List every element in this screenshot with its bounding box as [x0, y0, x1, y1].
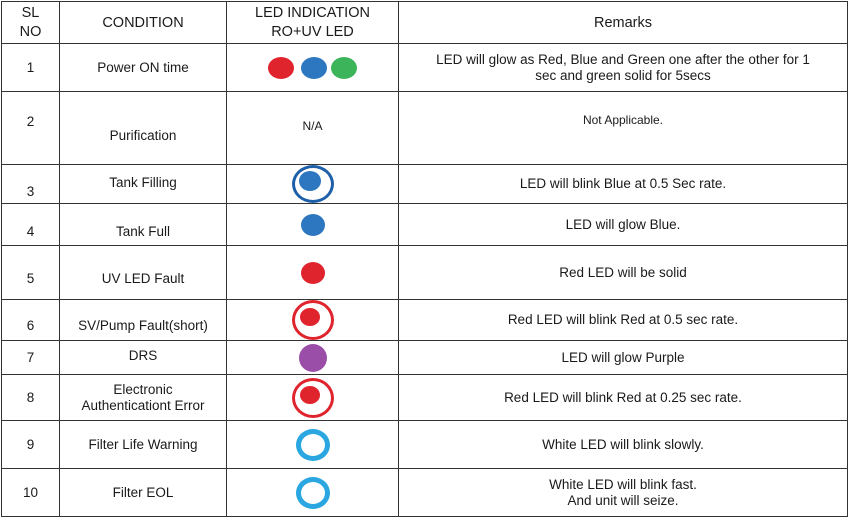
table-row: 8 Electronic Authenticationt Error Red L…: [1, 374, 848, 421]
remarks-cell: Red LED will blink Red at 0.25 sec rate.: [398, 374, 848, 421]
led-cell: [226, 43, 399, 92]
red-dot-icon: [268, 56, 294, 79]
remarks-cell: LED will glow Blue.: [398, 203, 848, 246]
condition-cell: Tank Filling: [59, 164, 227, 204]
table-row: 5 UV LED Fault Red LED will be solid: [1, 245, 848, 300]
condition-cell: Tank Full: [59, 203, 227, 246]
condition-cell: Electronic Authenticationt Error: [59, 374, 227, 421]
sl-cell: 3: [1, 164, 60, 204]
red-ring-blink-icon: [291, 377, 334, 418]
sl-cell: 2: [1, 91, 60, 165]
remarks-cell: Not Applicable.: [398, 91, 848, 165]
green-dot-icon: [331, 56, 357, 79]
table-row: 9 Filter Life Warning White LED will bli…: [1, 420, 848, 469]
led-cell: [226, 374, 399, 421]
remarks-cell: White LED will blink slowly.: [398, 420, 848, 469]
sl-cell: 1: [1, 43, 60, 92]
remarks-cell: LED will glow Purple: [398, 340, 848, 375]
table-row: 7 DRS LED will glow Purple: [1, 340, 848, 375]
condition-cell: DRS: [59, 340, 227, 375]
header-row: SL NO CONDITION LED INDICATION RO+UV LED…: [1, 1, 848, 44]
table-row: 10 Filter EOL White LED will blink fast.…: [1, 468, 848, 517]
condition-cell: Filter EOL: [59, 468, 227, 517]
led-cell: [226, 245, 399, 300]
led-cell: [226, 420, 399, 469]
condition-cell: SV/Pump Fault(short): [59, 299, 227, 341]
red-dot-icon: [300, 261, 325, 284]
table-row: 6 SV/Pump Fault(short) Red LED will blin…: [1, 299, 848, 341]
remarks-cell: LED will blink Blue at 0.5 Sec rate.: [398, 164, 848, 204]
led-cell: [226, 299, 399, 341]
table-row: 1 Power ON time LED will glow as Red, Bl…: [1, 43, 848, 92]
header-condition: CONDITION: [59, 1, 227, 44]
condition-cell: Purification: [59, 91, 227, 165]
sl-cell: 8: [1, 374, 60, 421]
sl-cell: 7: [1, 340, 60, 375]
blue-dot-icon: [300, 213, 325, 236]
sl-cell: 10: [1, 468, 60, 517]
sl-cell: 6: [1, 299, 60, 341]
table-row: 4 Tank Full LED will glow Blue.: [1, 203, 848, 246]
led-cell: N/A: [226, 91, 399, 165]
led-cell: [226, 340, 399, 375]
led-cell: [226, 203, 399, 246]
remarks-cell: White LED will blink fast. And unit will…: [398, 468, 848, 517]
table-row: 3 Tank Filling LED will blink Blue at 0.…: [1, 164, 848, 204]
condition-cell: Filter Life Warning: [59, 420, 227, 469]
remarks-cell: LED will glow as Red, Blue and Green one…: [398, 43, 848, 92]
red-ring-blink-icon: [291, 300, 334, 340]
header-sl-no: SL NO: [1, 1, 60, 44]
blue-ring-blink-icon: [291, 165, 334, 203]
condition-cell: UV LED Fault: [59, 245, 227, 300]
header-remarks: Remarks: [398, 1, 848, 44]
sl-cell: 9: [1, 420, 60, 469]
remarks-cell: Red LED will be solid: [398, 245, 848, 300]
sl-cell: 5: [1, 245, 60, 300]
header-led-indication: LED INDICATION RO+UV LED: [226, 1, 399, 44]
table-row: 2 Purification N/A Not Applicable.: [1, 91, 848, 165]
condition-cell: Power ON time: [59, 43, 227, 92]
white-ring-icon: [295, 476, 330, 509]
remarks-cell: Red LED will blink Red at 0.5 sec rate.: [398, 299, 848, 341]
sl-cell: 4: [1, 203, 60, 246]
led-cell: [226, 468, 399, 517]
led-cell: [226, 164, 399, 204]
purple-dot-icon: [298, 343, 327, 372]
blue-dot-icon: [301, 56, 327, 79]
white-ring-icon: [295, 428, 330, 461]
